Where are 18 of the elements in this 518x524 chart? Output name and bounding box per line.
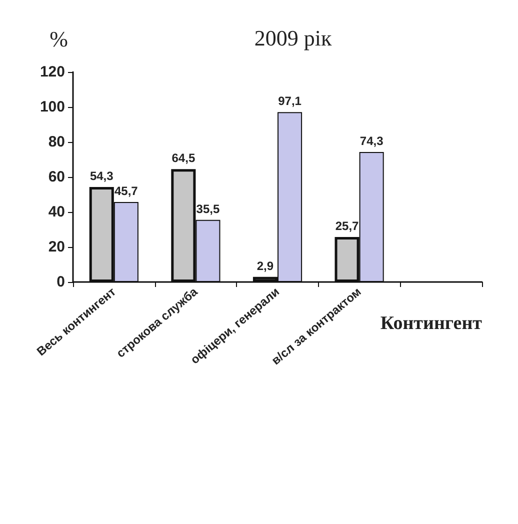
y-tick-label: 60 (48, 168, 65, 186)
y-tick-label: 40 (48, 204, 65, 220)
y-tick-label: 20 (48, 238, 65, 256)
data-label: 45,7 (114, 184, 138, 198)
data-label: 54,3 (90, 168, 114, 183)
x-axis-title: Контингент (380, 313, 483, 334)
data-label: 74,3 (360, 134, 384, 148)
data-label: 25,7 (335, 219, 360, 234)
y-tick-label: 100 (40, 98, 65, 116)
y-axis-title: % (50, 26, 68, 52)
data-label: 97,1 (278, 94, 302, 108)
data-label: 35,5 (196, 202, 220, 216)
y-tick-label: 0 (56, 274, 65, 290)
data-label: 64,5 (172, 151, 196, 166)
data-label: 2,9 (256, 258, 274, 273)
y-tick-label: 120 (40, 64, 65, 80)
chart-title: 2009 рік (254, 26, 332, 50)
y-tick-label: 80 (48, 134, 65, 150)
